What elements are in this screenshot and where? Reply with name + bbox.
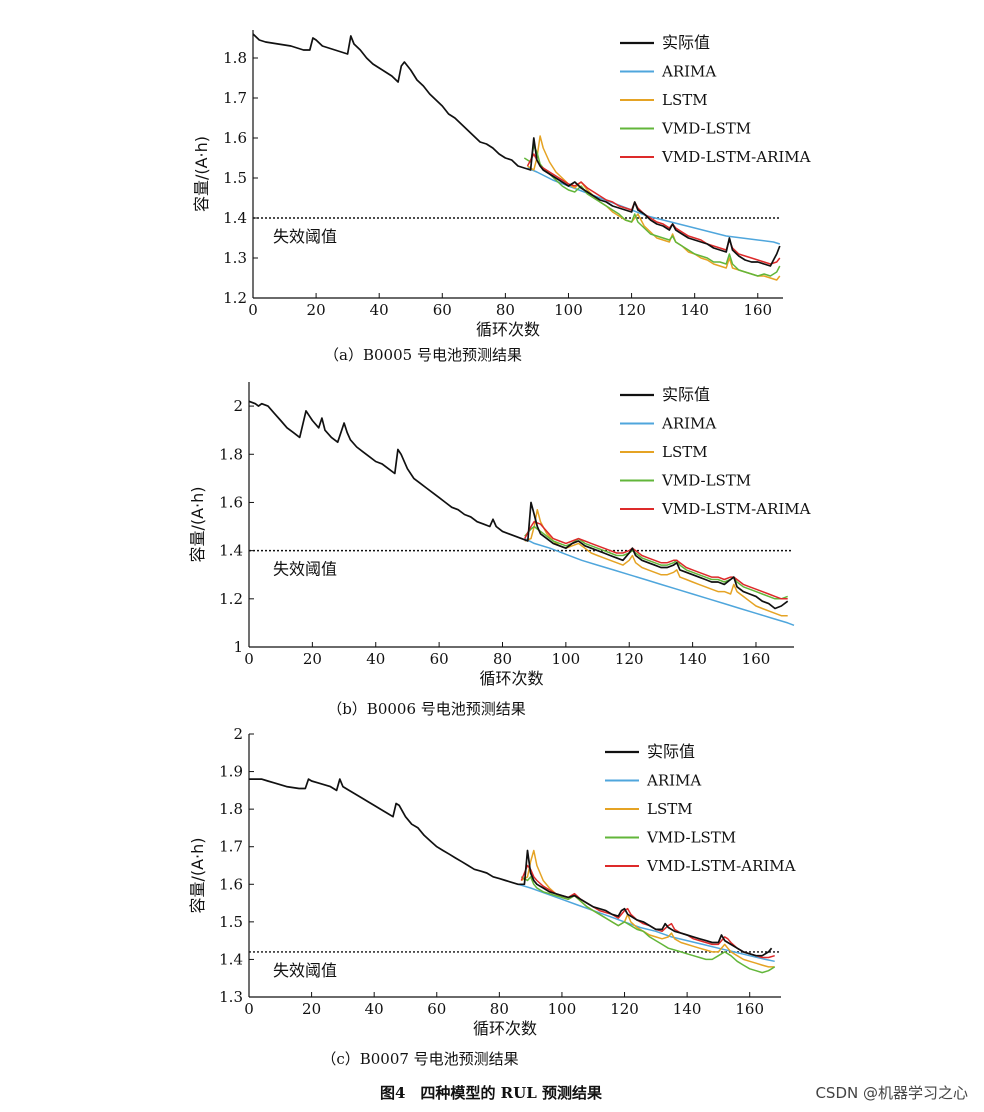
x-tick-label: 100 bbox=[554, 301, 583, 319]
legend-label: ARIMA bbox=[661, 415, 716, 433]
panel-caption: （a）B0005 号电池预测结果 bbox=[324, 346, 522, 364]
legend-label: LSTM bbox=[662, 91, 708, 109]
x-tick-label: 140 bbox=[680, 301, 709, 319]
panel-caption: （c）B0007 号电池预测结果 bbox=[321, 1050, 518, 1068]
x-tick-label: 20 bbox=[302, 1000, 321, 1018]
y-tick-label: 1.5 bbox=[219, 913, 243, 931]
x-tick-label: 40 bbox=[366, 650, 385, 668]
y-tick-label: 1.8 bbox=[223, 49, 247, 67]
x-tick-label: 60 bbox=[427, 1000, 446, 1018]
x-axis-label: 循环次数 bbox=[479, 669, 543, 688]
x-tick-label: 40 bbox=[365, 1000, 384, 1018]
legend-label: LSTM bbox=[662, 443, 708, 461]
x-tick-label: 20 bbox=[307, 301, 326, 319]
legend-label: VMD-LSTM-ARIMA bbox=[661, 500, 811, 518]
x-tick-label: 120 bbox=[615, 650, 644, 668]
y-tick-label: 1.8 bbox=[219, 800, 243, 818]
series-line-arima bbox=[524, 537, 795, 627]
y-tick-label: 1.3 bbox=[219, 988, 243, 1006]
series-line-actual bbox=[248, 400, 789, 610]
legend-label: LSTM bbox=[647, 800, 693, 818]
series-line-vmd-lstm bbox=[523, 145, 781, 277]
x-axis-label: 循环次数 bbox=[473, 1019, 537, 1038]
y-tick-label: 1.7 bbox=[219, 838, 243, 856]
y-tick-label: 1.7 bbox=[223, 89, 247, 107]
legend-label: 实际值 bbox=[662, 385, 710, 404]
panel-caption: （b）B0006 号电池预测结果 bbox=[327, 700, 526, 718]
x-tick-label: 160 bbox=[735, 1000, 764, 1018]
x-tick-label: 0 bbox=[248, 301, 258, 319]
legend-label: ARIMA bbox=[646, 772, 701, 790]
x-tick-label: 0 bbox=[244, 1000, 254, 1018]
x-tick-label: 140 bbox=[678, 650, 707, 668]
y-tick-label: 1.9 bbox=[219, 763, 243, 781]
series-line-vmd-lstm bbox=[520, 876, 776, 974]
y-tick-label: 1.2 bbox=[219, 590, 243, 608]
y-axis-label: 容量/(A·h) bbox=[188, 837, 207, 913]
x-tick-label: 160 bbox=[742, 650, 771, 668]
threshold-label: 失效阈值 bbox=[273, 961, 337, 980]
series-line-lstm bbox=[527, 135, 781, 281]
x-tick-label: 60 bbox=[430, 650, 449, 668]
y-tick-label: 1.5 bbox=[223, 169, 247, 187]
series-line-actual bbox=[249, 778, 773, 957]
x-tick-label: 120 bbox=[617, 301, 646, 319]
x-tick-label: 0 bbox=[244, 650, 254, 668]
x-tick-label: 120 bbox=[610, 1000, 639, 1018]
legend-label: 实际值 bbox=[647, 742, 695, 761]
threshold-label: 失效阈值 bbox=[273, 560, 337, 579]
chart-panel-2: 0 20 40 60 80 100 120 140 160 1 1.2 1.4 1.6 1.8 2 循环次数 容… bbox=[188, 382, 811, 718]
chart-panel-1: 0 20 40 60 80 100 120 140 160 1.2 1.3 1.4 1.5 1.6 1.7 1… bbox=[192, 30, 811, 364]
figure-caption: 图4 四种模型的 RUL 预测结果 bbox=[380, 1084, 603, 1102]
watermark-text: CSDN @机器学习之心 bbox=[815, 1084, 968, 1102]
y-tick-label: 1.6 bbox=[219, 493, 243, 511]
y-tick-label: 1 bbox=[233, 638, 243, 656]
x-tick-label: 80 bbox=[490, 1000, 509, 1018]
series-line-arima bbox=[527, 167, 781, 245]
y-axis-label: 容量/(A·h) bbox=[188, 486, 207, 562]
y-tick-label: 1.6 bbox=[223, 129, 247, 147]
x-tick-label: 40 bbox=[370, 301, 389, 319]
series-line-vmd-lstm-arima bbox=[524, 520, 788, 600]
threshold-label: 失效阈值 bbox=[273, 227, 337, 246]
y-tick-label: 1.4 bbox=[219, 950, 243, 968]
y-axis-label: 容量/(A·h) bbox=[192, 136, 211, 212]
x-tick-label: 100 bbox=[548, 1000, 577, 1018]
legend-label: VMD-LSTM bbox=[661, 120, 751, 138]
y-tick-label: 1.4 bbox=[223, 209, 247, 227]
legend-label: 实际值 bbox=[662, 33, 710, 52]
legend-label: VMD-LSTM bbox=[646, 829, 736, 847]
series-line-vmd-lstm bbox=[524, 525, 788, 600]
chart-panel-3: 0 20 40 60 80 100 120 140 160 1.3 1.4 1.5 1.6 1.7 1.8 1… bbox=[188, 725, 796, 1068]
y-tick-label: 1.8 bbox=[219, 445, 243, 463]
y-tick-label: 1.2 bbox=[223, 289, 247, 307]
y-tick-label: 1.3 bbox=[223, 249, 247, 267]
x-tick-label: 80 bbox=[496, 301, 515, 319]
x-tick-label: 20 bbox=[303, 650, 322, 668]
series-line-vmd-lstm-arima bbox=[520, 864, 775, 959]
x-tick-label: 160 bbox=[743, 301, 772, 319]
legend-label: VMD-LSTM bbox=[661, 472, 751, 490]
series-line-vmd-lstm-arima bbox=[526, 153, 781, 265]
y-tick-label: 1.6 bbox=[219, 875, 243, 893]
x-axis-label: 循环次数 bbox=[476, 320, 540, 339]
series-line-arima bbox=[517, 883, 775, 963]
legend-label: VMD-LSTM-ARIMA bbox=[646, 857, 796, 875]
legend-label: VMD-LSTM-ARIMA bbox=[661, 148, 811, 166]
x-tick-label: 60 bbox=[433, 301, 452, 319]
y-tick-label: 1.4 bbox=[219, 542, 243, 560]
x-tick-label: 140 bbox=[673, 1000, 702, 1018]
series-line-actual bbox=[252, 33, 781, 267]
legend-label: ARIMA bbox=[661, 63, 716, 81]
y-tick-label: 2 bbox=[233, 725, 243, 743]
x-tick-label: 100 bbox=[552, 650, 581, 668]
x-tick-label: 80 bbox=[493, 650, 512, 668]
y-tick-label: 2 bbox=[233, 397, 243, 415]
